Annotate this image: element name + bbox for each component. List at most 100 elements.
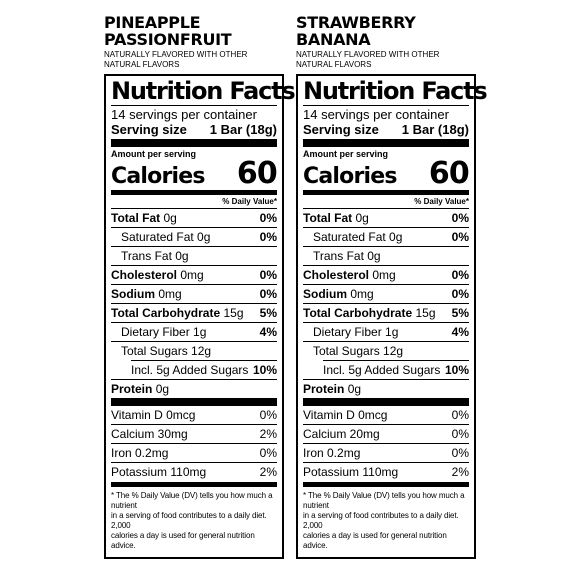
divider bbox=[111, 379, 277, 380]
footnote-line: in a serving of food contributes to a da… bbox=[303, 511, 459, 530]
nutrient-label: Vitamin D 0mcg bbox=[303, 408, 388, 422]
sodium-row: Sodium 0mg 0% bbox=[303, 285, 469, 304]
servings-per-container: 14 servings per container bbox=[111, 107, 257, 122]
calories-label: Calories bbox=[111, 164, 205, 189]
daily-value-footnote: * The % Daily Value (DV) tells you how m… bbox=[111, 491, 277, 551]
divider bbox=[303, 398, 469, 406]
flavor-note-line: NATURALLY FLAVORED WITH OTHER bbox=[296, 50, 440, 59]
calories-row: Calories 60 bbox=[111, 156, 278, 195]
nutrient-amount: 15g bbox=[223, 306, 244, 320]
calories-value: 60 bbox=[428, 156, 470, 191]
servings-per-container: 14 servings per container bbox=[303, 107, 449, 122]
nutrient-label: Potassium 110mg bbox=[111, 465, 207, 479]
nutrient-label: Saturated Fat 0g bbox=[121, 230, 211, 244]
nutrient-label: Dietary Fiber 1g bbox=[121, 325, 207, 339]
serving-size-value: 1 Bar (18g) bbox=[209, 122, 277, 137]
nutrient-label: Saturated Fat 0g bbox=[313, 230, 403, 244]
daily-value-footnote: * The % Daily Value (DV) tells you how m… bbox=[303, 491, 469, 551]
nutrient-dv: 10% bbox=[444, 363, 469, 377]
nutrition-facts-title: Nutrition Facts bbox=[111, 77, 296, 106]
divider bbox=[303, 482, 469, 487]
vitamin-d-row: Vitamin D 0mcg 0% bbox=[111, 406, 277, 425]
serving-size-label: Serving size bbox=[111, 122, 187, 137]
nutrient-amount: 0mg bbox=[372, 268, 396, 282]
daily-value-header: % Daily Value* bbox=[111, 195, 277, 209]
nutrient-label: Total Sugars 12g bbox=[313, 344, 404, 358]
calcium-row: Calcium 30mg 2% bbox=[111, 425, 277, 444]
footnote-line: in a serving of food contributes to a da… bbox=[111, 511, 267, 530]
nutrient-dv: 2% bbox=[259, 465, 277, 479]
flavor-name-line: PINEAPPLE bbox=[104, 13, 201, 32]
saturated-fat-row: Saturated Fat 0g 0% bbox=[111, 228, 277, 247]
nutrient-label: Total Fat bbox=[303, 211, 353, 225]
flavor-note: NATURALLY FLAVORED WITH OTHER NATURAL FL… bbox=[104, 50, 284, 70]
nutrient-label: Total Carbohydrate bbox=[303, 306, 413, 320]
nutrient-dv: 0% bbox=[451, 408, 469, 422]
iron-row: Iron 0.2mg 0% bbox=[111, 444, 277, 463]
nutrient-label: Trans Fat 0g bbox=[313, 249, 381, 263]
nutrient-amount: 0g bbox=[163, 211, 177, 225]
nutrient-dv: 0% bbox=[451, 446, 469, 460]
potassium-row: Potassium 110mg 2% bbox=[111, 463, 277, 481]
nutrient-label: Protein bbox=[111, 382, 153, 396]
total-sugars-row: Total Sugars 12g bbox=[303, 342, 469, 360]
total-carbohydrate-row: Total Carbohydrate 15g 5% bbox=[303, 304, 469, 323]
nutrient-dv: 5% bbox=[259, 306, 277, 320]
nutrient-label: Potassium 110mg bbox=[303, 465, 399, 479]
saturated-fat-row: Saturated Fat 0g 0% bbox=[303, 228, 469, 247]
divider bbox=[131, 360, 277, 361]
footnote-line: * The % Daily Value (DV) tells you how m… bbox=[303, 491, 465, 510]
total-carbohydrate-row: Total Carbohydrate 15g 5% bbox=[111, 304, 277, 323]
total-fat-row: Total Fat 0g 0% bbox=[111, 209, 277, 228]
nutrient-label: Dietary Fiber 1g bbox=[313, 325, 399, 339]
daily-value-header: % Daily Value* bbox=[303, 195, 469, 209]
flavor-name-line: STRAWBERRY bbox=[296, 13, 416, 32]
trans-fat-row: Trans Fat 0g bbox=[303, 247, 469, 266]
serving-size-value: 1 Bar (18g) bbox=[401, 122, 469, 137]
vitamin-d-row: Vitamin D 0mcg 0% bbox=[303, 406, 469, 425]
calories-value: 60 bbox=[236, 156, 278, 191]
nutrient-amount: 0mg bbox=[158, 287, 182, 301]
calcium-row: Calcium 20mg 0% bbox=[303, 425, 469, 444]
potassium-row: Potassium 110mg 2% bbox=[303, 463, 469, 481]
total-sugars-row: Total Sugars 12g bbox=[111, 342, 277, 360]
nutrient-dv: 2% bbox=[451, 465, 469, 479]
nutrient-dv: 0% bbox=[259, 230, 277, 244]
nutrient-dv: 0% bbox=[259, 408, 277, 422]
nutrient-amount: 0mg bbox=[180, 268, 204, 282]
serving-size-row: Serving size 1 Bar (18g) bbox=[111, 122, 277, 147]
nutrient-label: Calcium 30mg bbox=[111, 427, 188, 441]
amount-per-serving: Amount per serving bbox=[111, 149, 197, 159]
dietary-fiber-row: Dietary Fiber 1g 4% bbox=[111, 323, 277, 342]
nutrient-dv: 0% bbox=[259, 446, 277, 460]
nutrient-label: Iron 0.2mg bbox=[303, 446, 361, 460]
flavor-note: NATURALLY FLAVORED WITH OTHER NATURAL FL… bbox=[296, 50, 476, 70]
added-sugars-row: Incl. 5g Added Sugars 10% bbox=[303, 361, 469, 379]
nutrient-dv: 0% bbox=[259, 287, 277, 301]
nutrient-dv: 0% bbox=[451, 287, 469, 301]
nutrient-label: Total Carbohydrate bbox=[111, 306, 221, 320]
flavor-name: STRAWBERRY BANANA bbox=[296, 14, 476, 48]
nutrient-dv: 0% bbox=[451, 427, 469, 441]
nutrient-dv: 0% bbox=[451, 268, 469, 282]
flavor-name-line: BANANA bbox=[296, 30, 371, 49]
added-sugars-row: Incl. 5g Added Sugars 10% bbox=[111, 361, 277, 379]
nutrient-amount: 0mg bbox=[350, 287, 374, 301]
serving-size-row: Serving size 1 Bar (18g) bbox=[303, 122, 469, 147]
nutrient-dv: 0% bbox=[259, 211, 277, 225]
flavor-name-line: PASSIONFRUIT bbox=[104, 30, 232, 49]
nutrient-label: Incl. 5g Added Sugars bbox=[323, 363, 441, 377]
nutrient-amount: 0g bbox=[155, 382, 170, 396]
nutrient-label: Cholesterol bbox=[303, 268, 370, 282]
nutrient-label: Cholesterol bbox=[111, 268, 178, 282]
vitamins-minerals: Vitamin D 0mcg 0% Calcium 20mg 0% Iron 0… bbox=[303, 406, 469, 481]
trans-fat-row: Trans Fat 0g bbox=[111, 247, 277, 266]
serving-size-label: Serving size bbox=[303, 122, 379, 137]
iron-row: Iron 0.2mg 0% bbox=[303, 444, 469, 463]
nutrient-dv: 2% bbox=[259, 427, 277, 441]
nutrient-dv: 5% bbox=[451, 306, 469, 320]
nutrient-label: Protein bbox=[303, 382, 345, 396]
protein-row: Protein 0g bbox=[303, 380, 469, 398]
calories-row: Calories 60 bbox=[303, 156, 470, 195]
flavor-note-line: NATURALLY FLAVORED WITH OTHER bbox=[104, 50, 248, 59]
